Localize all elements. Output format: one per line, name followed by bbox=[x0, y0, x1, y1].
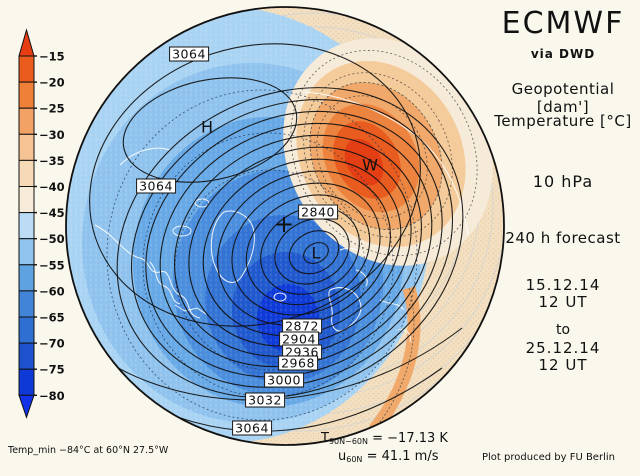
colorbar-segment bbox=[18, 159, 35, 187]
colorbar-tick-label: −35 bbox=[39, 154, 65, 168]
geopotential-contour bbox=[303, 242, 329, 264]
colorbar-segment bbox=[18, 55, 35, 83]
variable-temperature: Temperature [°C] bbox=[494, 112, 632, 130]
colorbar-tick-label: −45 bbox=[39, 206, 65, 220]
t-symbol: T bbox=[321, 431, 329, 446]
geopotential-contour bbox=[116, 87, 464, 399]
geopotential-contour bbox=[260, 206, 360, 295]
colorbar-segment bbox=[18, 290, 35, 318]
credit-text: Plot produced by FU Berlin bbox=[482, 452, 615, 463]
valid-to-time: 12 UT bbox=[538, 356, 588, 374]
t-subscript: 90N−60N bbox=[328, 437, 368, 446]
colorbar-tick-label: −70 bbox=[39, 337, 65, 351]
colorbar-segment bbox=[18, 186, 35, 214]
colorbar-segment bbox=[18, 342, 35, 370]
diag-temperature-line: T90N−60N = −17.13 K bbox=[321, 431, 448, 449]
geopotential-contour bbox=[174, 134, 422, 357]
geopotential-contour bbox=[188, 146, 412, 347]
geopotential-contour bbox=[130, 99, 454, 388]
geopotential-contour bbox=[274, 218, 350, 285]
colorbar-segment bbox=[18, 212, 35, 240]
u-value: = 41.1 m/s bbox=[366, 449, 439, 464]
geopotential-contour bbox=[245, 194, 371, 306]
colorbar-tick-label: −75 bbox=[39, 363, 65, 377]
diagnostics: T90N−60N = −17.13 K u60N = 41.1 m/s bbox=[321, 431, 448, 467]
geopotential-contour bbox=[217, 170, 391, 326]
geopotential-contour bbox=[288, 230, 340, 275]
data-source: via DWD bbox=[530, 47, 596, 61]
u-subscript: 60N bbox=[346, 455, 363, 464]
valid-from-date: 15.12.14 bbox=[525, 276, 601, 294]
colorbar-segment bbox=[18, 81, 35, 109]
geopotential-contour bbox=[202, 158, 402, 337]
geopotential-contour bbox=[231, 182, 381, 316]
temperature-colorbar: −15 −20 −25 −30 −35 −40 −45 −50 −55 −60 −65 −70 −75 −… bbox=[18, 28, 65, 419]
colorbar-tick-label: −65 bbox=[39, 311, 65, 325]
map-outline bbox=[65, 6, 505, 446]
to-word: to bbox=[555, 322, 571, 338]
extremes-stats: Temp_min −84°C at 60°N 27.5°W Temp_max −… bbox=[8, 421, 196, 476]
diag-wind-line: u60N = 41.1 m/s bbox=[321, 449, 448, 467]
u-symbol: u bbox=[338, 449, 347, 464]
valid-to-date: 25.12.14 bbox=[525, 339, 601, 357]
page-title: ECMWF bbox=[501, 6, 625, 41]
colorbar-tick-label: −20 bbox=[39, 76, 65, 90]
colorbar-segment bbox=[18, 238, 35, 266]
colorbar-tick-label: −30 bbox=[39, 128, 65, 142]
colorbar-arrow-bottom bbox=[18, 394, 35, 419]
colorbar-tick-label: −50 bbox=[39, 232, 65, 246]
colorbar-tick-label: −40 bbox=[39, 180, 65, 194]
colorbar-segment bbox=[18, 316, 35, 344]
valid-from-time: 12 UT bbox=[538, 293, 588, 311]
pressure-level: 10 hPa bbox=[532, 172, 594, 191]
variable-geopotential: Geopotential [dam'] bbox=[511, 80, 615, 116]
stat-temp-min: Temp_min −84°C at 60°N 27.5°W bbox=[8, 445, 169, 457]
colorbar-segment bbox=[18, 107, 35, 135]
colorbar-tick-label: −55 bbox=[39, 258, 65, 272]
geopotential-contour bbox=[145, 110, 443, 378]
colorbar-tick-label: −60 bbox=[39, 284, 65, 298]
colorbar-segment bbox=[18, 368, 35, 396]
colorbar-tick-label: −80 bbox=[39, 389, 65, 403]
colorbar-segment bbox=[18, 133, 35, 161]
colorbar-tick-label: −25 bbox=[39, 102, 65, 116]
t-value: = −17.13 K bbox=[372, 431, 448, 446]
colorbar-arrow-top bbox=[18, 28, 35, 57]
colorbar-segment bbox=[18, 264, 35, 292]
forecast-range: 240 h forecast bbox=[505, 229, 621, 247]
warm-region bbox=[283, 38, 493, 435]
colorbar-tick-label: −15 bbox=[39, 50, 65, 64]
